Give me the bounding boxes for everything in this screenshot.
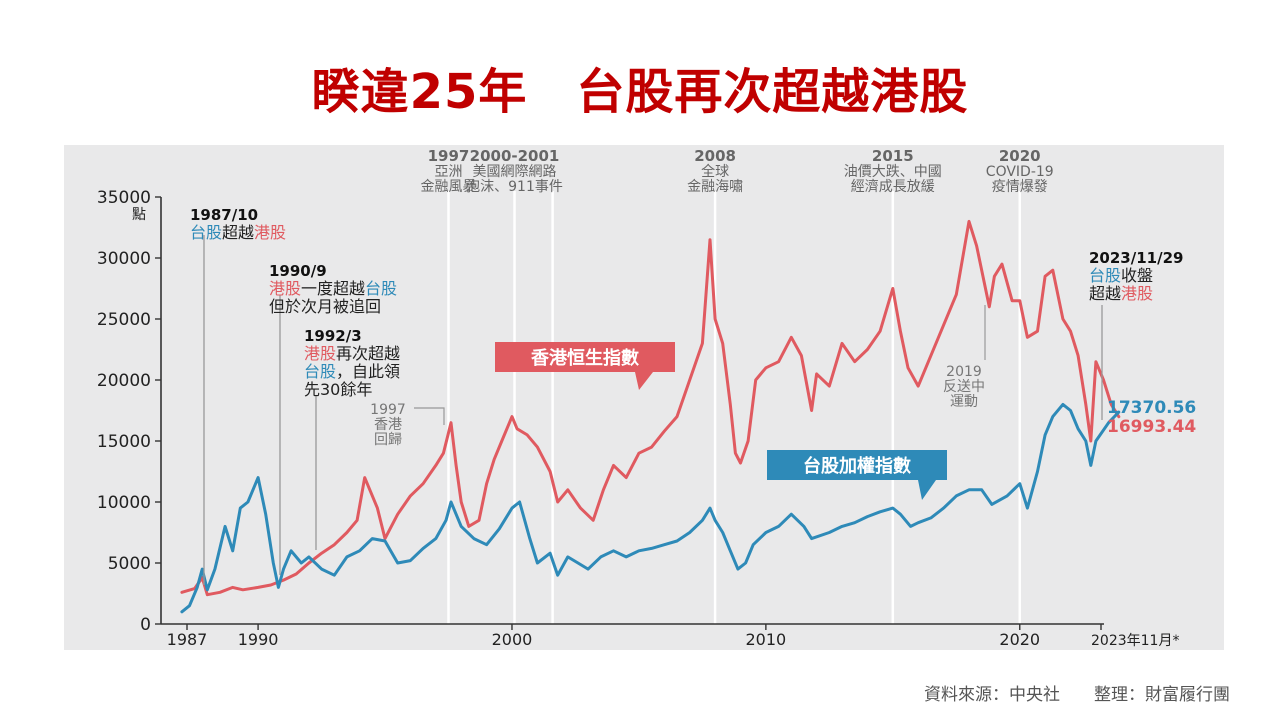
event-label: 美國網際網路 bbox=[473, 164, 557, 180]
y-axis-unit: 點 bbox=[132, 207, 146, 223]
event-label: 經濟成長放緩 bbox=[851, 179, 935, 195]
annotation-text: 港股再次超越 bbox=[304, 344, 400, 363]
annotation-text: 超越港股 bbox=[1089, 284, 1153, 303]
series-label: 香港恒生指數 bbox=[530, 347, 639, 369]
annotation-date: 1987/10 bbox=[190, 206, 258, 224]
event-label: 2008 bbox=[694, 147, 736, 165]
event-label: 1997 bbox=[428, 147, 470, 165]
note-text: 香港 bbox=[374, 417, 402, 433]
y-tick-label: 20000 bbox=[97, 371, 151, 391]
event-label: 2000-2001 bbox=[470, 147, 560, 165]
x-tick-label: 2023年11月* bbox=[1091, 633, 1179, 649]
annotation-text: 台股收盤 bbox=[1089, 266, 1153, 285]
x-tick-label: 1987 bbox=[167, 630, 208, 649]
note-text: 1997 bbox=[370, 402, 406, 418]
taiex-legend-callout: 台股加權指數 bbox=[767, 450, 947, 500]
callout-box bbox=[767, 450, 947, 500]
source-note: 資料來源：中央社 整理：財富履行團 bbox=[924, 685, 1230, 705]
hsi-end-value: 16993.44 bbox=[1107, 417, 1196, 437]
event-label: 亞洲 bbox=[435, 164, 463, 180]
event-label: 全球 bbox=[701, 163, 729, 180]
annotation-date: 1992/3 bbox=[304, 327, 362, 345]
page-title: 睽違25年 台股再次超越港股 bbox=[311, 64, 969, 120]
series-label: 台股加權指數 bbox=[803, 455, 911, 477]
y-tick-label: 25000 bbox=[97, 310, 151, 330]
event-label: 2015 bbox=[872, 147, 914, 165]
event-label: 泡沫、911事件 bbox=[466, 179, 563, 195]
chart-panel: 0 5000 10000 15000 20000 25000 30000 35000 點 1987… bbox=[64, 145, 1224, 650]
event-label: 金融海嘯 bbox=[687, 179, 743, 195]
note-text: 反送中 bbox=[943, 379, 985, 395]
annotation-text: 台股，自此領 bbox=[304, 362, 400, 381]
annotation-date: 1990/9 bbox=[269, 262, 327, 280]
annotation-text: 港股一度超越台股 bbox=[269, 279, 397, 298]
taiex-end-value: 17370.56 bbox=[1107, 398, 1196, 418]
event-label: 疫情爆發 bbox=[992, 179, 1048, 195]
y-tick-label: 15000 bbox=[97, 432, 151, 452]
event-label: 金融風暴 bbox=[421, 179, 477, 195]
annotation-text: 但於次月被追回 bbox=[269, 297, 381, 316]
event-label: COVID-19 bbox=[986, 164, 1054, 180]
x-tick-label: 1990 bbox=[238, 630, 279, 649]
y-tick-label: 5000 bbox=[108, 554, 151, 574]
callout-box bbox=[495, 342, 675, 390]
x-tick-label: 2020 bbox=[999, 630, 1040, 649]
note-text: 2019 bbox=[946, 364, 982, 380]
hsi-legend-callout: 香港恒生指數 bbox=[495, 342, 675, 390]
taiex-series-line bbox=[180, 402, 1121, 614]
note-leader bbox=[414, 407, 445, 425]
hsi-series-line bbox=[180, 219, 1121, 597]
note-text: 回歸 bbox=[374, 431, 402, 448]
y-tick-label: 0 bbox=[140, 615, 151, 635]
y-tick-label: 10000 bbox=[97, 493, 151, 513]
annotation-date: 2023/11/29 bbox=[1089, 249, 1183, 267]
x-tick-label: 2010 bbox=[746, 630, 787, 649]
y-tick-label: 30000 bbox=[97, 249, 151, 269]
annotation-text: 先30餘年 bbox=[304, 380, 372, 399]
annotation-text: 台股超越港股 bbox=[190, 223, 286, 242]
y-tick-label: 35000 bbox=[97, 188, 151, 208]
event-label: 2020 bbox=[999, 147, 1041, 165]
note-text: 運動 bbox=[950, 394, 978, 410]
event-label: 油價大跌、中國 bbox=[844, 163, 942, 180]
x-tick-label: 2000 bbox=[492, 630, 533, 649]
